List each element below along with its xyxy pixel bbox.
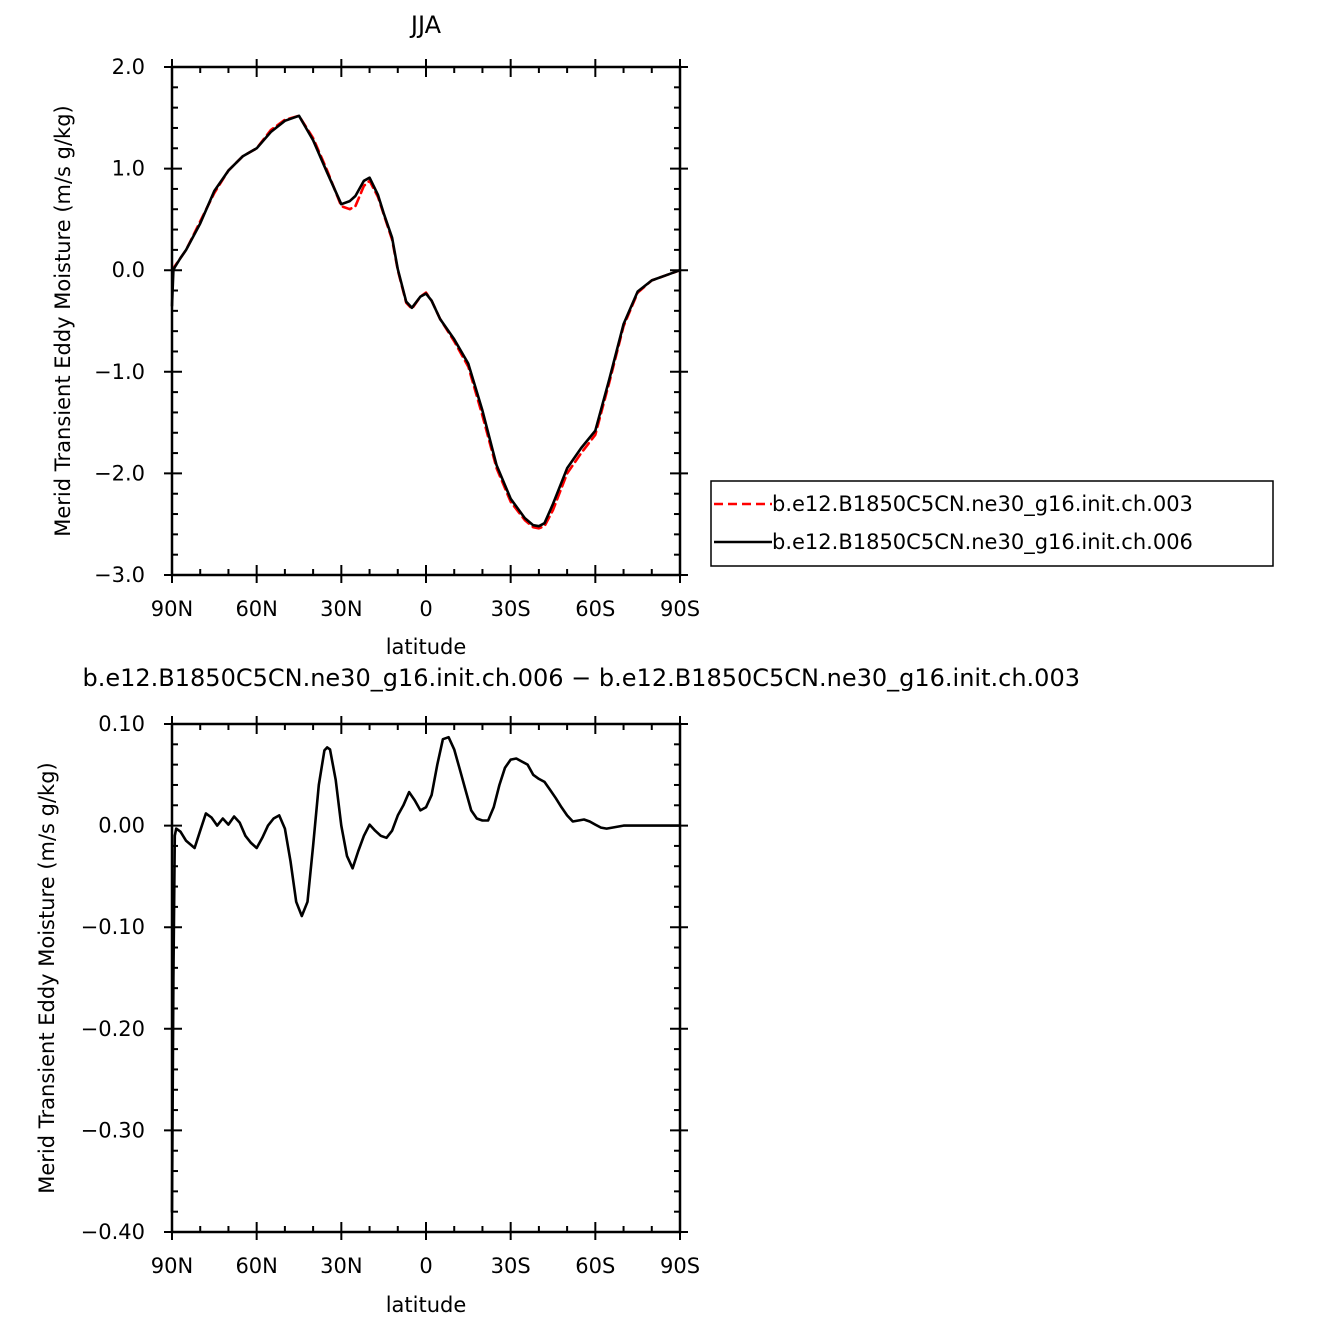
chart1-x-tick-label-2: 30N [320, 1254, 362, 1278]
chart1-x-tick-label-3: 0 [419, 1254, 432, 1278]
chart0-x-tick-label-1: 60N [235, 597, 277, 621]
chart1-y-tick-label-1: 0.00 [98, 814, 145, 838]
chart1-x-tick-label-4: 30S [491, 1254, 531, 1278]
chart1-y-tick-label-2: −0.10 [81, 915, 145, 939]
chart0-series-line-1 [170, 114, 682, 528]
bottom-y-axis-title: Merid Transient Eddy Moisture (m/s g/kg) [35, 762, 59, 1194]
top-plot-frame [170, 65, 682, 577]
chart0-x-tick-label-6: 90S [660, 597, 700, 621]
chart1-y-tick-label-3: −0.20 [81, 1017, 145, 1041]
top-x-axis-title: latitude [386, 635, 467, 659]
legend-label-ch006: b.e12.B1850C5CN.ne30_g16.init.ch.006 [772, 530, 1193, 555]
bottom-series-lines [170, 735, 682, 1213]
bottom-panel: b.e12.B1850C5CN.ne30_g16.init.ch.006 − b… [35, 664, 1080, 1317]
chart1-y-tick-label-0: 0.10 [98, 712, 145, 736]
chart1-series-line-0 [170, 735, 682, 1213]
chart0-x-tick-label-0: 90N [151, 597, 193, 621]
chart0-y-tick-label-1: 1.0 [112, 157, 145, 181]
top-y-axis-title: Merid Transient Eddy Moisture (m/s g/kg) [51, 105, 75, 537]
chart1-x-tick-label-0: 90N [151, 1254, 193, 1278]
chart0-x-tick-label-3: 0 [419, 597, 432, 621]
bottom-plot-frame [170, 722, 682, 1234]
chart0-x-tick-label-5: 60S [575, 597, 615, 621]
chart1-x-tick-label-5: 60S [575, 1254, 615, 1278]
top-panel: JJA 90N 60N 30N 0 30S 60S 90S 2.0 1.0 0.0 −1.0 −2.0… [51, 11, 1274, 659]
chart1-x-tick-label-6: 90S [660, 1254, 700, 1278]
chart1-x-tick-label-1: 60N [235, 1254, 277, 1278]
top-series-lines [170, 114, 682, 530]
chart0-x-tick-label-4: 30S [491, 597, 531, 621]
chart0-y-tick-label-4: −2.0 [94, 461, 145, 485]
top-axis-ticks: 90N 60N 30N 0 30S 60S 90S 2.0 1.0 0.0 −1.0 −2.0 −3.0 [94, 55, 700, 621]
chart1-y-tick-label-4: −0.30 [81, 1118, 145, 1142]
legend-label-ch003: b.e12.B1850C5CN.ne30_g16.init.ch.003 [772, 492, 1193, 517]
chart0-y-tick-label-2: 0.0 [112, 258, 145, 282]
chart0-y-tick-label-3: −1.0 [94, 360, 145, 384]
chart0-y-tick-label-0: 2.0 [112, 55, 145, 79]
legend-box [710, 480, 1274, 567]
bottom-x-axis-title: latitude [386, 1293, 467, 1317]
bottom-plot-title: b.e12.B1850C5CN.ne30_g16.init.ch.006 − b… [83, 664, 1080, 692]
chart0-x-tick-label-2: 30N [320, 597, 362, 621]
legend: b.e12.B1850C5CN.ne30_g16.init.ch.003 b.e… [710, 480, 1274, 567]
chart1-y-tick-label-5: −0.40 [81, 1220, 145, 1244]
chart0-y-tick-label-5: −3.0 [94, 563, 145, 587]
top-plot-title: JJA [409, 11, 442, 39]
chart0-series-line-0 [170, 114, 682, 530]
